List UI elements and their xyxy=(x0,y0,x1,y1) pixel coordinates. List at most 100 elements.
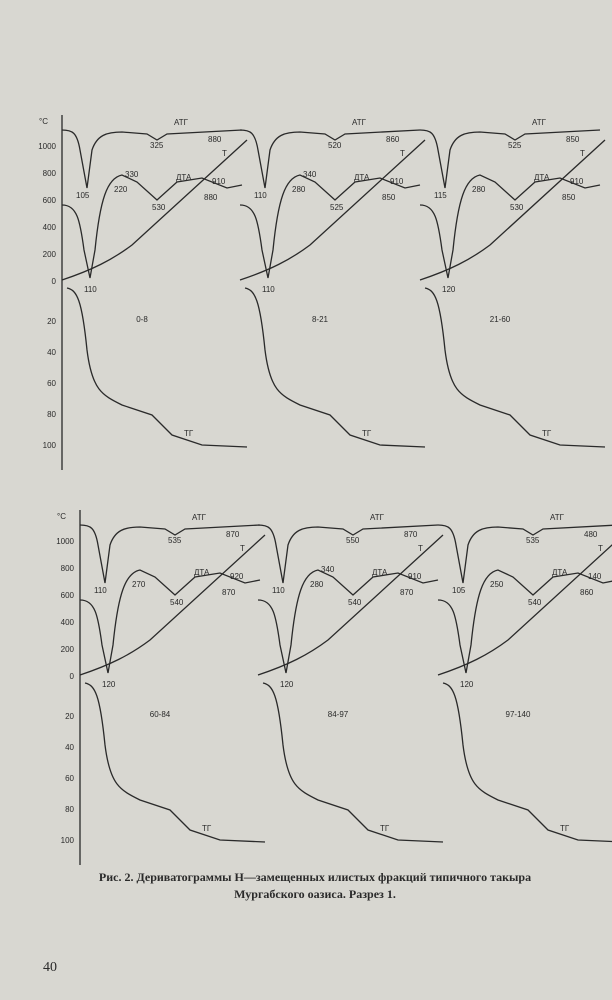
dtg-min: 105 xyxy=(452,586,466,595)
derivatogram-panel: АТГ 520 860 ДТА 280 525 910 850 Т 110 110 8-21 ТГ 340 xyxy=(239,118,426,448)
dtg-min: 105 xyxy=(76,191,90,200)
dta-label: ДТА xyxy=(354,173,370,182)
axis-unit: °С xyxy=(39,117,48,126)
curve xyxy=(239,129,421,189)
atg-peak-mid: 535 xyxy=(526,536,540,545)
derivatogram-panel: °С 1000 800 600 400 200 0 20 40 60 80 100 АТГ 325 880 Д… xyxy=(38,115,248,470)
tick-label: 200 xyxy=(61,645,75,654)
curve xyxy=(61,129,243,189)
dtg-min: 110 xyxy=(94,586,107,595)
dta-peak-early: 280 xyxy=(472,185,486,194)
dta-peak-late: 140 xyxy=(588,572,602,581)
dta-end: 850 xyxy=(562,193,576,202)
dta-label: ДТА xyxy=(372,568,388,577)
peak-label: 340 xyxy=(321,565,335,574)
curve xyxy=(262,682,444,843)
dta-peak-late: 910 xyxy=(570,177,584,186)
sample: 21-60 xyxy=(490,315,511,324)
tick-label: 800 xyxy=(43,169,57,178)
derivatogram-panel: АТГ 535 480 ДТА 250 540 140 860 Т 105 120 97-140 ТГ xyxy=(437,513,612,843)
dta-end: 850 xyxy=(382,193,396,202)
dta-dip: 540 xyxy=(170,598,184,607)
page-number: 40 xyxy=(43,960,57,975)
axis-unit: °С xyxy=(57,512,66,521)
curve xyxy=(244,287,426,448)
atg-peak-mid: 550 xyxy=(346,536,360,545)
t-label: Т xyxy=(222,149,227,158)
sample: 60-84 xyxy=(150,710,171,719)
dta-min: 120 xyxy=(442,285,456,294)
dta-min: 120 xyxy=(280,680,294,689)
tick-label: 1000 xyxy=(56,537,74,546)
t-label: Т xyxy=(240,544,245,553)
caption-line: Рис. 2. Дериватограммы Н—замещенных илис… xyxy=(99,870,531,884)
atg-label: АТГ xyxy=(532,118,547,127)
tick-label: 400 xyxy=(43,223,57,232)
dta-dip: 540 xyxy=(348,598,362,607)
derivatogram-panel: АТГ550870ДТА280540910870Т11012084-97ТГ34… xyxy=(257,513,444,843)
tick-label: 40 xyxy=(47,348,56,357)
curve xyxy=(84,682,266,843)
curve xyxy=(424,287,606,448)
atg-peak-end: 850 xyxy=(566,135,580,144)
tick-label: 600 xyxy=(43,196,57,205)
t-label: Т xyxy=(580,149,585,158)
tick-label: 1000 xyxy=(38,142,56,151)
curve xyxy=(61,139,248,281)
dta-peak-late: 910 xyxy=(408,572,422,581)
dta-dip: 525 xyxy=(330,203,344,212)
curve xyxy=(79,569,261,674)
tick-label: 20 xyxy=(47,317,56,326)
tick-label: 100 xyxy=(43,441,57,450)
dtg-min: 110 xyxy=(272,586,285,595)
dta-peak-early: 280 xyxy=(310,580,324,589)
dta-end: 880 xyxy=(204,193,218,202)
curve xyxy=(66,287,248,448)
tick-label: 0 xyxy=(52,277,57,286)
tick-label: 40 xyxy=(65,743,74,752)
dtg-min: 110 xyxy=(254,191,267,200)
caption-line: Мургабского оазиса. Разрез 1. xyxy=(234,887,396,901)
atg-peak-end: 860 xyxy=(386,135,400,144)
curve xyxy=(61,174,243,279)
atg-peak-mid: 535 xyxy=(168,536,182,545)
dta-peak-early: 220 xyxy=(114,185,128,194)
tg-label: ТГ xyxy=(202,824,212,833)
dta-end: 860 xyxy=(580,588,594,597)
atg-label: АТГ xyxy=(174,118,189,127)
tick-label: 100 xyxy=(61,836,75,845)
dta-min: 120 xyxy=(460,680,474,689)
curve xyxy=(437,544,612,676)
tick-label: 20 xyxy=(65,712,74,721)
tick-label: 600 xyxy=(61,591,75,600)
dta-min: 110 xyxy=(84,285,97,294)
atg-peak-end: 870 xyxy=(226,530,240,539)
tick-label: 400 xyxy=(61,618,75,627)
curve xyxy=(257,524,439,584)
dta-peak-late: 920 xyxy=(230,572,244,581)
dta-peak-late: 910 xyxy=(212,177,226,186)
sample: 0-8 xyxy=(136,315,148,324)
dta-label: ДТА xyxy=(552,568,568,577)
dta-label: ДТА xyxy=(534,173,550,182)
sample: 8-21 xyxy=(312,315,329,324)
atg-peak-mid: 325 xyxy=(150,141,164,150)
curve xyxy=(419,129,601,189)
dta-dip: 540 xyxy=(528,598,542,607)
tick-label: 60 xyxy=(65,774,74,783)
t-label: Т xyxy=(418,544,423,553)
t-label: Т xyxy=(400,149,405,158)
dta-label: ДТА xyxy=(194,568,210,577)
curve xyxy=(257,569,439,674)
dta-min: 120 xyxy=(102,680,116,689)
dta-peak-early: 250 xyxy=(490,580,504,589)
atg-peak-mid: 525 xyxy=(508,141,522,150)
tick-label: 80 xyxy=(65,805,74,814)
curve xyxy=(442,682,612,843)
curve xyxy=(79,534,266,676)
atg-peak-end: 480 xyxy=(584,530,598,539)
tick-label: 200 xyxy=(43,250,57,259)
